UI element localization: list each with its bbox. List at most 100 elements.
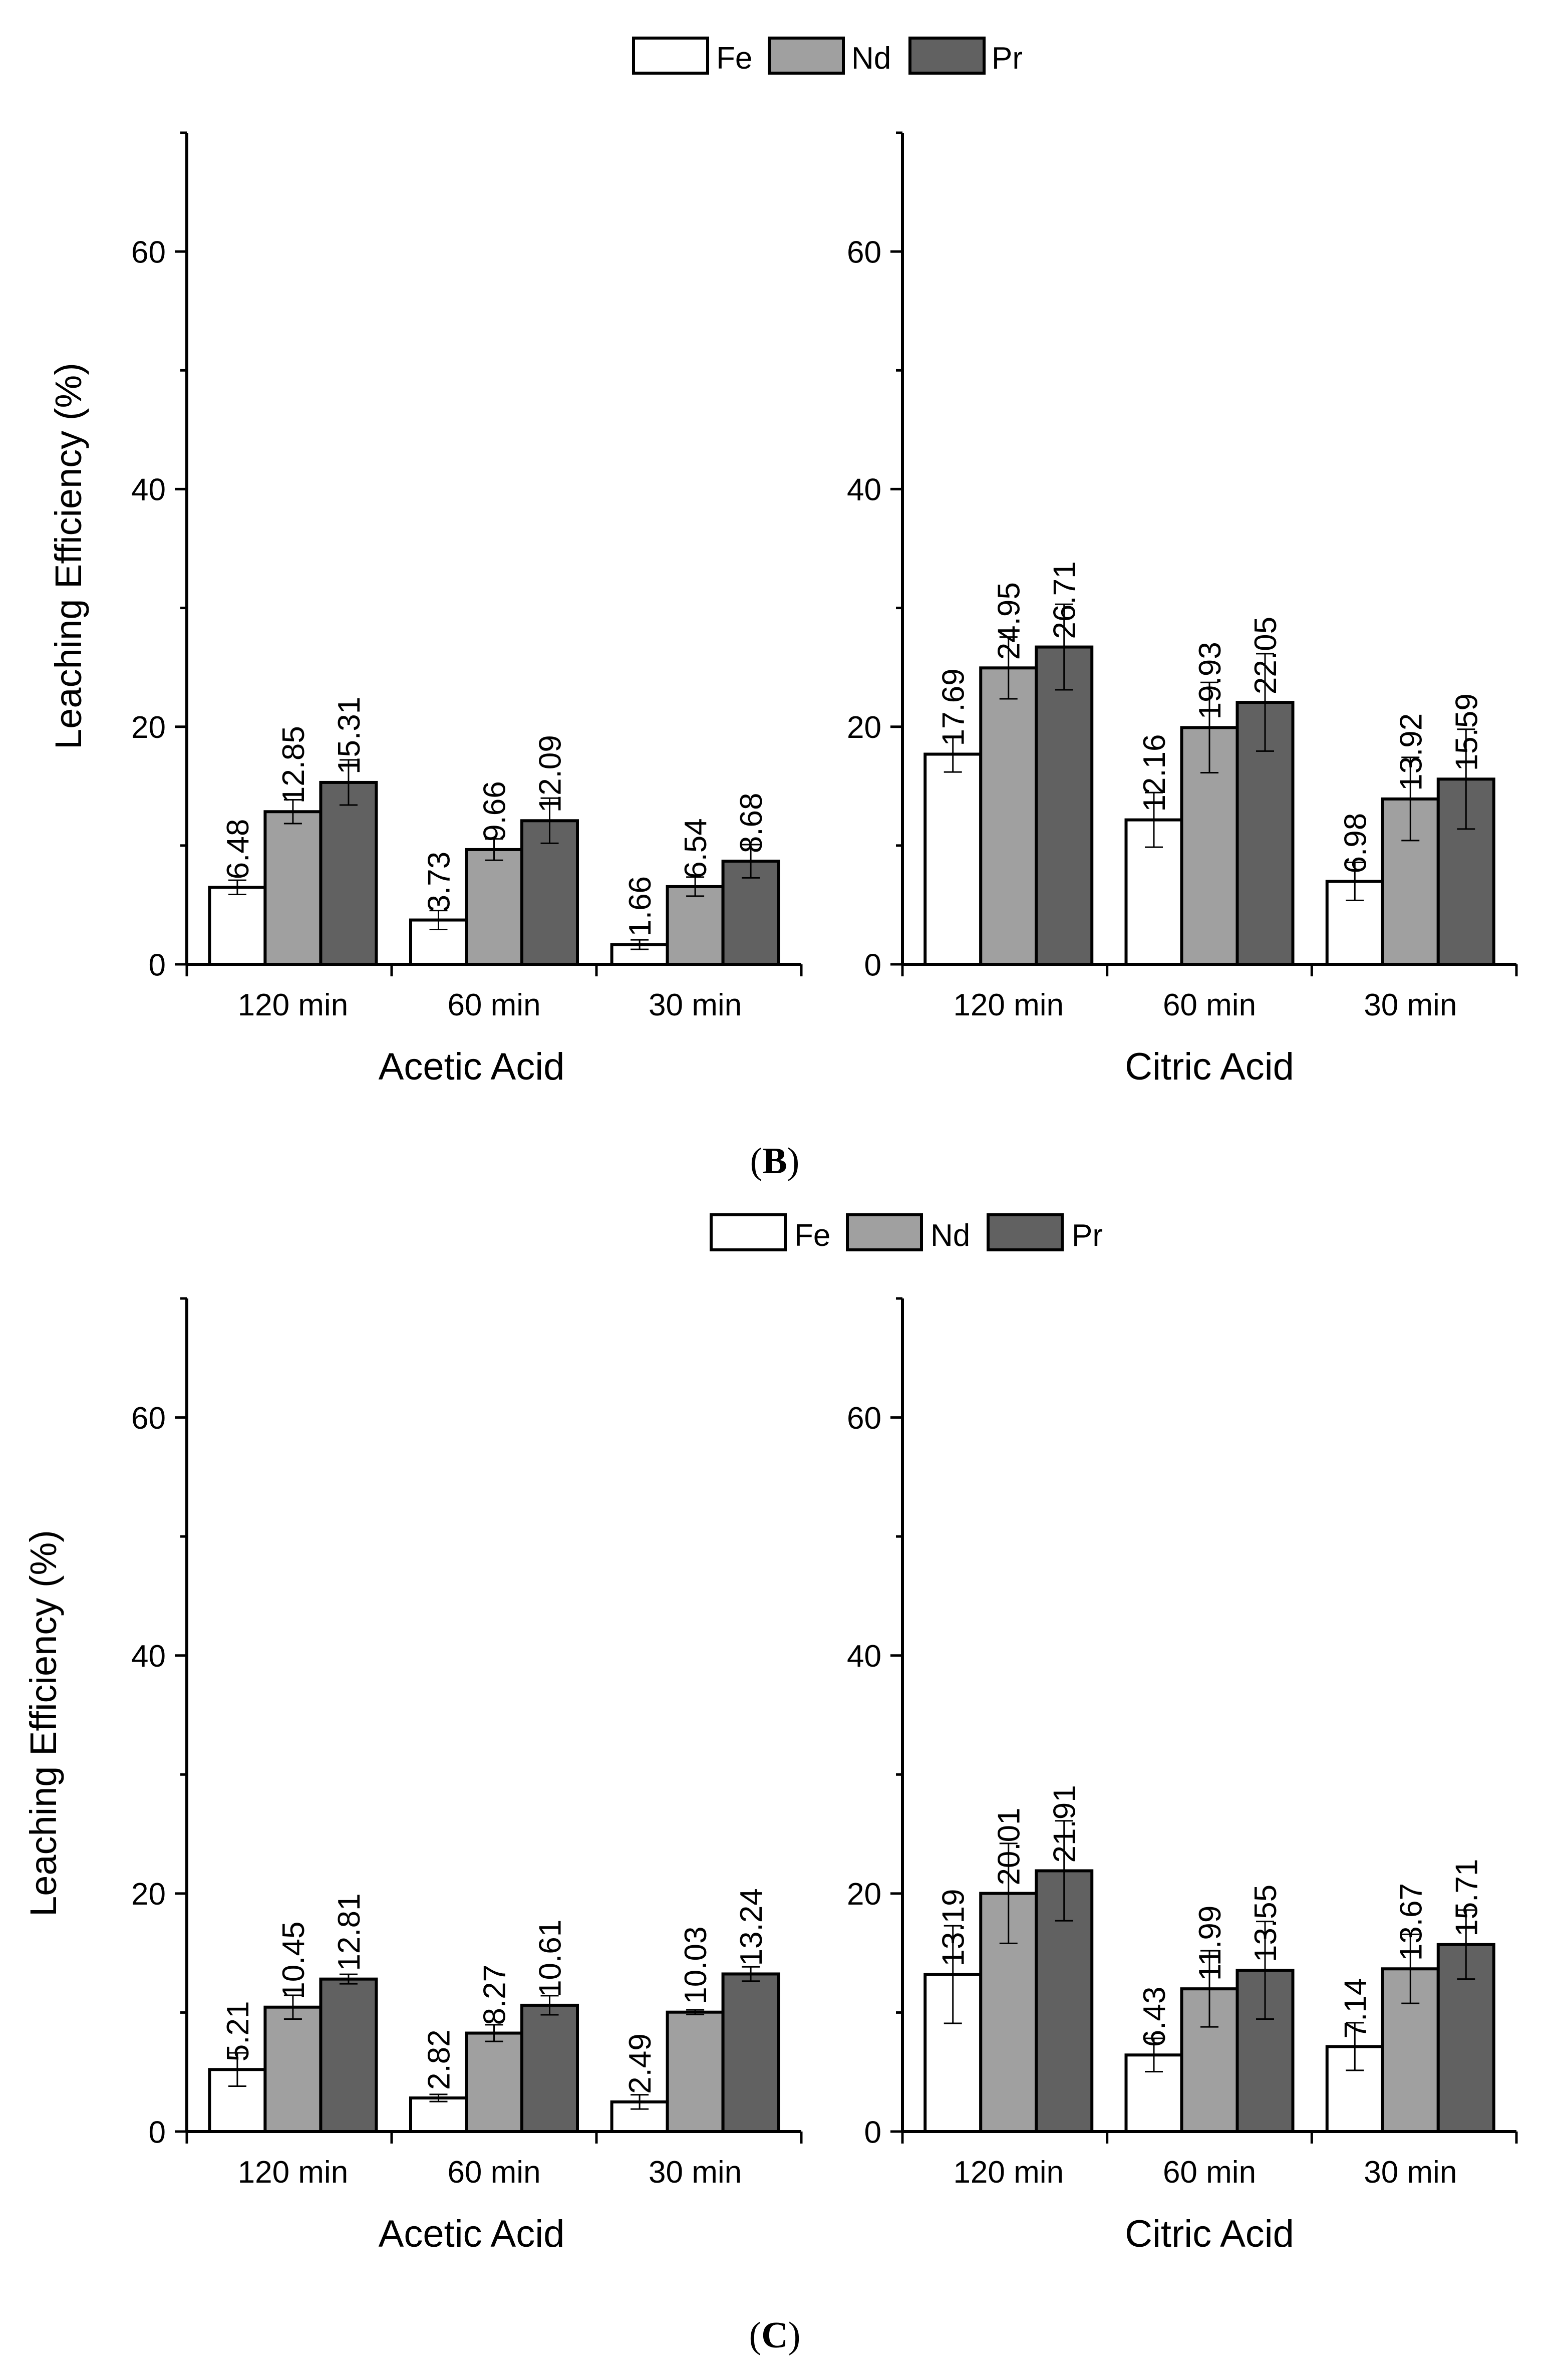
data-label: 13.19: [937, 1889, 971, 1966]
bar-nd: [263, 2005, 323, 2133]
data-label: 11.99: [1193, 1906, 1227, 1981]
data-label: 13.24: [734, 1888, 769, 1966]
data-label: 1.66: [623, 876, 658, 937]
legend-swatch-fe: [632, 37, 709, 75]
bar-pr: [520, 2003, 579, 2134]
x-axis-title: Acetic Acid: [379, 1045, 565, 1088]
data-label: 12.81: [332, 1894, 367, 1971]
x-tick-label: 120 min: [238, 2155, 349, 2190]
y-tick-label: 40: [847, 473, 881, 507]
bar-pr: [1035, 645, 1094, 966]
data-label: 3.73: [422, 852, 457, 912]
legend-label-pr: Pr: [1072, 1218, 1103, 1253]
y-tick-label: 20: [847, 1877, 881, 1912]
data-label: 10.61: [533, 1920, 568, 1997]
x-tick-label: 60 min: [1163, 988, 1256, 1022]
y-tick-label: 40: [847, 1639, 881, 1674]
bar-nd: [666, 2010, 725, 2133]
legend-swatch-nd: [846, 1213, 923, 1251]
data-label: 15.31: [332, 697, 367, 774]
panel-caption-letter-b: B: [762, 1141, 787, 1182]
bar-pr: [721, 1972, 780, 2133]
data-label: 7.14: [1338, 1978, 1373, 2039]
data-label: 12.16: [1137, 734, 1172, 812]
x-tick-label: 30 min: [1364, 2155, 1457, 2190]
data-label: 15.71: [1449, 1859, 1484, 1937]
bar-nd: [979, 666, 1038, 966]
data-label: 2.49: [623, 2033, 658, 2094]
data-label: 9.66: [478, 781, 512, 842]
y-tick-label: 40: [131, 473, 166, 507]
x-tick-label: 30 min: [649, 988, 742, 1022]
legend-panel-b: Fe Nd Pr: [632, 37, 1023, 76]
data-label: 10.03: [679, 1927, 713, 2004]
chart-b-acetic-acid: 0 20 40 60 120 min 60 min 30 min Acetic Acid 6.4…: [131, 131, 803, 1088]
legend-label-fe: Fe: [794, 1218, 830, 1253]
data-label: 13.92: [1394, 713, 1428, 791]
y-tick-label: 60: [131, 235, 166, 270]
bar-nd: [263, 810, 323, 966]
legend-swatch-pr: [908, 37, 986, 75]
y-tick-label: 60: [847, 1401, 881, 1436]
bar-nd: [465, 848, 523, 966]
panel-caption-c: (C): [749, 2315, 801, 2356]
legend-label-pr: Pr: [992, 41, 1023, 76]
legend-label-nd: Nd: [851, 41, 891, 76]
legend-swatch-fe: [710, 1213, 787, 1251]
charts-layer: 0 20 40 60 120 min 60 min 30 min Acetic Acid 6.4…: [131, 131, 1518, 2255]
bar-nd: [465, 2031, 523, 2133]
y-tick-label: 0: [149, 2115, 166, 2150]
data-label: 10.45: [276, 1922, 311, 1999]
chart-b-citric-acid: 0 20 40 60 120 min 60 min 30 min Citric Acid 17.…: [847, 131, 1518, 1088]
x-tick-label: 30 min: [649, 2155, 742, 2190]
legend-label-nd: Nd: [931, 1218, 970, 1253]
bar-fe: [923, 752, 983, 966]
x-axis-title: Citric Acid: [1125, 2213, 1294, 2255]
data-label: 17.69: [937, 668, 971, 746]
panel-caption-letter-c: C: [761, 2315, 788, 2356]
y-tick-label: 0: [864, 948, 881, 982]
data-label: 6.48: [221, 819, 255, 880]
bar-pr: [319, 1977, 378, 2133]
data-label: 12.85: [276, 726, 311, 804]
x-tick-label: 60 min: [447, 988, 540, 1022]
data-label: 24.95: [992, 582, 1027, 660]
data-label: 15.59: [1449, 693, 1484, 771]
bar-pr: [520, 819, 579, 966]
x-axis-title: Acetic Acid: [379, 2213, 565, 2255]
data-label: 26.71: [1048, 561, 1082, 639]
legend-panel-c: Fe Nd Pr: [710, 1213, 1103, 1253]
x-tick-label: 30 min: [1364, 988, 1457, 1022]
data-label: 13.55: [1249, 1885, 1283, 1962]
bar-nd: [666, 885, 725, 966]
data-label: 2.82: [422, 2029, 457, 2090]
legend-swatch-pr: [987, 1213, 1064, 1251]
x-axis-title: Citric Acid: [1125, 1045, 1294, 1088]
y-tick-label: 20: [131, 1877, 166, 1912]
data-label: 6.98: [1338, 813, 1373, 874]
chart-c-citric-acid: 0 20 40 60 120 min 60 min 30 min Citric Acid 13.…: [847, 1297, 1518, 2255]
data-label: 12.09: [533, 735, 568, 813]
y-tick-label: 20: [847, 710, 881, 745]
y-tick-label: 20: [131, 710, 166, 745]
data-label: 6.54: [679, 818, 713, 879]
y-tick-label: 40: [131, 1639, 166, 1674]
data-label: 20.01: [992, 1807, 1027, 1885]
data-label: 19.93: [1193, 642, 1227, 719]
y-tick-label: 0: [149, 948, 166, 982]
y-tick-label: 60: [131, 1401, 166, 1436]
legend-label-fe: Fe: [716, 41, 752, 76]
chart-c-acetic-acid: 0 20 40 60 120 min 60 min 30 min Acetic Acid 5.2…: [131, 1297, 803, 2255]
x-tick-label: 120 min: [953, 988, 1064, 1022]
y-axis-title-panel-c: Leaching Efficiency (%): [23, 1530, 64, 1917]
panel-caption-b: (B): [750, 1141, 800, 1182]
x-tick-label: 60 min: [447, 2155, 540, 2190]
data-label: 22.05: [1249, 617, 1283, 694]
data-label: 6.43: [1137, 1987, 1172, 2047]
data-label: 8.27: [478, 1965, 512, 2025]
y-axis-title-panel-b: Leaching Efficiency (%): [48, 363, 89, 749]
x-tick-label: 120 min: [238, 988, 349, 1022]
y-tick-label: 0: [864, 2115, 881, 2150]
data-label: 5.21: [221, 2001, 255, 2062]
